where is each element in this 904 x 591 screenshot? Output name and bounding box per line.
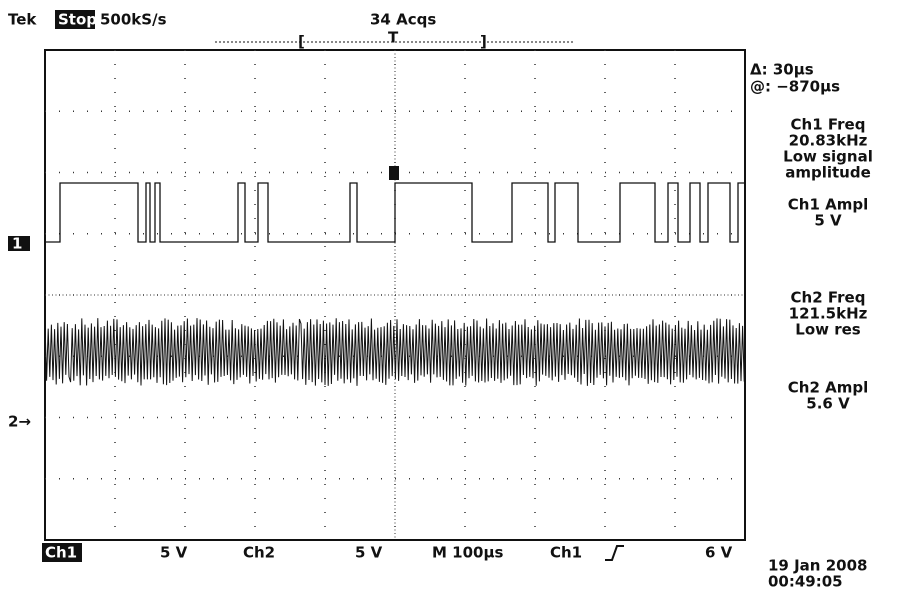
cursor-at: @: −870µs bbox=[750, 78, 840, 96]
waveforms bbox=[44, 166, 745, 386]
state-badge bbox=[55, 10, 95, 29]
brand: Tek bbox=[8, 11, 37, 29]
trigger-point bbox=[389, 166, 399, 180]
state: Stop bbox=[58, 11, 97, 29]
measurement-value: 121.5kHz bbox=[789, 305, 868, 323]
measurement-value: Low res bbox=[795, 321, 861, 339]
measurement-value: 20.83kHz bbox=[789, 132, 868, 150]
trigger-source: Ch1 bbox=[550, 544, 582, 562]
measurement-label: Ch2 Freq bbox=[791, 289, 866, 307]
ch2-trace bbox=[44, 318, 745, 386]
ch2-scale: 5 V bbox=[355, 544, 383, 562]
trigger-slope bbox=[605, 545, 624, 561]
ch2-marker: 2→ bbox=[8, 413, 31, 431]
timebase: M 100µs bbox=[432, 544, 503, 562]
measurement-value: amplitude bbox=[785, 164, 871, 182]
acquisitions: 34 Acqs bbox=[370, 11, 436, 29]
graticule bbox=[45, 50, 745, 540]
ch1-marker-bg bbox=[8, 236, 30, 251]
ch2-label: Ch2 bbox=[243, 544, 275, 562]
ch1-scale: 5 V bbox=[160, 544, 188, 562]
ch1-label: Ch1 bbox=[45, 544, 77, 562]
ch1-trace bbox=[45, 182, 745, 243]
measurement-label: Ch1 Freq bbox=[791, 116, 866, 134]
measurement-value: Low signal bbox=[783, 148, 873, 166]
measurement-value: 5.6 V bbox=[806, 395, 850, 413]
time: 00:49:05 bbox=[768, 573, 843, 591]
date: 19 Jan 2008 bbox=[768, 557, 867, 575]
ch1-marker: 1 bbox=[12, 235, 22, 253]
cursor-delta: Δ: 30µs bbox=[750, 61, 814, 79]
measurement-label: Ch1 Ampl bbox=[788, 196, 868, 214]
ch1-badge bbox=[42, 543, 82, 562]
sample-rate: 500kS/s bbox=[100, 11, 167, 29]
trigger-bar-open: [ bbox=[298, 33, 305, 51]
trigger-level: 6 V bbox=[705, 544, 733, 562]
trigger-bar-t: T bbox=[388, 29, 399, 47]
measurement-value: 5 V bbox=[814, 212, 842, 230]
trigger-bar-close: ] bbox=[480, 33, 487, 51]
measurement-label: Ch2 Ampl bbox=[788, 379, 868, 397]
